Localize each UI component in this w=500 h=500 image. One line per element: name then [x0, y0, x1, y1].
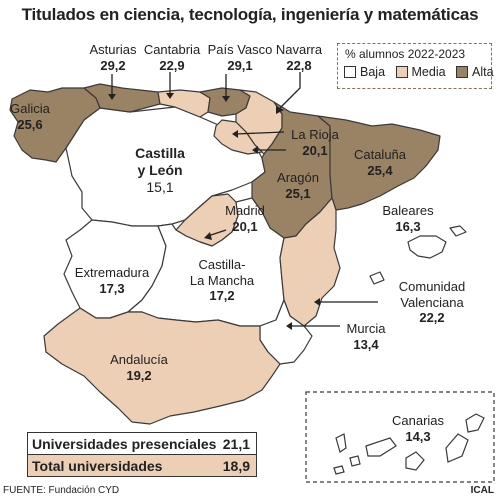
credit-logo: ICAL [470, 485, 494, 496]
legend-item-media: Media [395, 65, 446, 79]
label-navarra-name: Navarra [275, 42, 323, 57]
label-baleares-value: 16,3 [395, 218, 421, 234]
label-asturias: Asturias 29,2 [90, 42, 137, 73]
label-extremadura-name: Extremadura [74, 265, 150, 280]
label-murcia-name: Murcia [346, 321, 386, 336]
label-navarra-value: 22,8 [286, 57, 312, 73]
label-castilla-la-mancha-name2: La Mancha [189, 272, 255, 288]
region-canarias-hierro [333, 465, 345, 475]
leader-navarra [279, 72, 301, 109]
region-baleares-mallorca [407, 235, 447, 259]
label-cataluna-value: 25,4 [367, 162, 393, 178]
label-madrid-name: Madrid [225, 203, 265, 218]
totals-presenciales-value: 21,1 [222, 435, 250, 452]
region-baleares-ibiza [369, 271, 385, 285]
legend-swatch-baja [344, 66, 356, 78]
label-cataluna: Cataluña 25,4 [354, 147, 406, 178]
label-extremadura-value: 17,3 [99, 280, 125, 296]
label-castilla-leon-name1: Castilla [135, 145, 185, 161]
label-pais-vasco-name: País Vasco [207, 42, 273, 57]
label-baleares-name: Baleares [382, 203, 434, 218]
region-canarias-tenerife [365, 437, 397, 457]
leader-madrid [207, 229, 227, 237]
label-valenciana-name2: Valenciana [400, 294, 464, 310]
label-cataluna-name: Cataluña [353, 147, 407, 162]
label-valenciana-name1: Comunidad [398, 279, 466, 294]
totals-presenciales-label: Universidades presenciales [32, 435, 217, 452]
label-valenciana: Comunidad Valenciana 22,2 [399, 279, 466, 326]
label-cantabria-value: 22,9 [159, 57, 185, 73]
totals-total-row: Total universidades 18,9 [27, 455, 257, 477]
label-andalucia: Andalucía 19,2 [110, 352, 168, 383]
totals-box: Universidades presenciales 21,1 Total un… [27, 432, 257, 477]
legend-item-baja: Baja [344, 65, 385, 79]
label-la-rioja-name: La Rioja [291, 127, 339, 142]
label-aragon-name: Aragón [277, 170, 319, 185]
label-castilla-la-mancha-name1: Castilla- [198, 257, 246, 272]
leader-la-rioja [235, 131, 285, 135]
legend-title: % alumnos 2022-2023 [345, 47, 466, 61]
region-canarias-lapalma [335, 433, 347, 453]
label-baleares: Baleares 16,3 [382, 203, 433, 234]
source-note: FUENTE: Fundación CYD [3, 485, 120, 496]
label-pais-vasco-value: 29,1 [227, 57, 253, 73]
region-galicia [9, 87, 101, 163]
totals-total-value: 18,9 [222, 457, 250, 474]
label-madrid: Madrid 20,1 [225, 203, 265, 234]
totals-presenciales-row: Universidades presenciales 21,1 [27, 432, 257, 455]
region-canarias-lagomera [349, 455, 361, 467]
legend-swatch-media [395, 66, 408, 78]
label-galicia: Galicia 25,6 [10, 101, 50, 132]
legend: % alumnos 2022-2023 Baja Media Alta [337, 43, 494, 89]
canarias-inset-frame [305, 391, 495, 483]
label-castilla-la-mancha-value: 17,2 [209, 288, 235, 304]
totals-total-label: Total universidades [32, 457, 163, 474]
label-castilla-leon-value: 15,1 [146, 178, 174, 195]
region-andalucia [43, 307, 281, 425]
label-cantabria: Cantabria 22,9 [144, 42, 200, 73]
region-canarias-grancanaria [405, 451, 425, 471]
label-extremadura: Extremadura 17,3 [75, 265, 149, 296]
label-canarias: Canarias 14,3 [392, 413, 444, 444]
label-madrid-value: 20,1 [232, 218, 258, 234]
label-pais-vasco: País Vasco 29,1 [208, 42, 273, 73]
label-andalucia-value: 19,2 [126, 367, 152, 383]
label-la-rioja: La Rioja 20,1 [291, 127, 339, 158]
label-galicia-name: Galicia [10, 101, 50, 116]
legend-label-baja: Baja [360, 65, 386, 79]
label-castilla-leon-name2: y León [137, 161, 183, 178]
map-title: Titulados en ciencia, tecnología, ingeni… [21, 5, 479, 24]
label-murcia-value: 13,4 [353, 336, 379, 352]
label-asturias-name: Asturias [89, 42, 137, 57]
legend-swatch-alta [456, 66, 469, 78]
legend-label-alta: Alta [472, 65, 494, 79]
label-castilla-la-mancha: Castilla- La Mancha 17,2 [190, 257, 254, 304]
label-la-rioja-value: 20,1 [302, 142, 328, 158]
label-canarias-name: Canarias [391, 413, 445, 428]
label-canarias-value: 14,3 [405, 428, 431, 444]
region-canarias-fuerteventura [445, 433, 469, 463]
label-asturias-value: 29,2 [100, 57, 126, 73]
label-navarra: Navarra 22,8 [276, 42, 322, 73]
label-andalucia-name: Andalucía [110, 352, 168, 367]
label-cantabria-name: Cantabria [143, 42, 201, 57]
label-aragon-value: 25,1 [285, 185, 311, 201]
region-cataluna [317, 115, 441, 211]
legend-items: Baja Media Alta [344, 65, 500, 81]
label-valenciana-value: 22,2 [419, 310, 445, 326]
region-canarias-lanzarote [465, 413, 485, 433]
label-castilla-leon: Castilla y León 15,1 [135, 145, 185, 195]
region-baleares-menorca [449, 225, 467, 237]
label-aragon: Aragón 25,1 [277, 170, 319, 201]
label-murcia: Murcia 13,4 [346, 321, 385, 352]
label-galicia-value: 25,6 [17, 116, 43, 132]
legend-item-alta: Alta [456, 65, 494, 79]
legend-label-media: Media [411, 65, 446, 79]
